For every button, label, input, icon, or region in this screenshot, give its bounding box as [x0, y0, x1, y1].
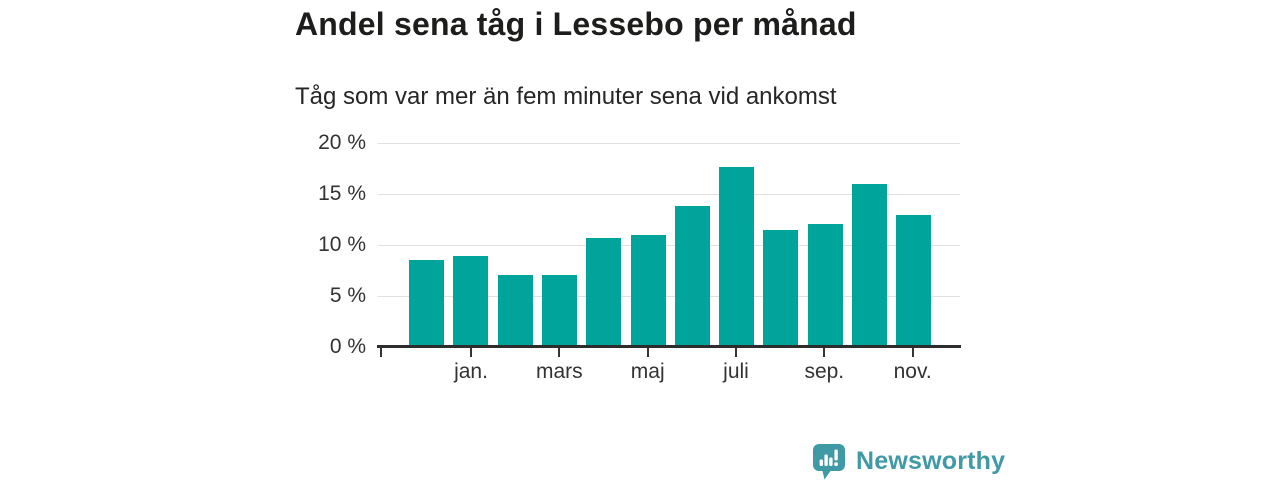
page-title: Andel sena tåg i Lessebo per månad	[295, 6, 857, 42]
x-tick-0	[379, 348, 382, 357]
speech-bubble-shape	[813, 444, 845, 480]
bar-jan	[453, 256, 489, 347]
y-gridline-10	[378, 244, 960, 246]
plot-area: jan. mars maj juli sep. nov.	[377, 142, 961, 383]
x-tick-4	[735, 348, 737, 357]
mini-bar-1	[819, 459, 823, 466]
newsworthy-chart-bubble-icon	[813, 444, 845, 480]
x-tick-2	[558, 348, 561, 357]
x-tick-label-sep: sep.	[804, 360, 845, 383]
x-tick-5	[823, 348, 826, 357]
x-axis-line	[377, 345, 961, 348]
y-tick-label-15: 15 %	[318, 182, 366, 205]
brand-name: Newsworthy	[856, 447, 1006, 475]
x-tick-1	[470, 348, 472, 357]
x-tick-3	[646, 348, 649, 357]
bar-juli	[719, 167, 755, 347]
bar-sep	[807, 223, 843, 347]
x-tick-label-juli: juli	[723, 360, 749, 383]
mini-bar-2	[824, 454, 828, 466]
y-tick-label-0: 0 %	[329, 335, 366, 358]
newsworthy-logo: Newsworthy	[812, 443, 1005, 480]
y-tick-label-5: 5 %	[329, 284, 366, 307]
bar-dec	[409, 260, 444, 347]
y-tick-label-20: 20 %	[318, 131, 366, 154]
y-gridline-20	[378, 142, 960, 144]
y-axis-labels: 0 % 5 % 10 % 15 % 20 %	[0, 131, 366, 358]
x-tick-label-nov: nov.	[893, 360, 932, 383]
x-tick-label-jan: jan.	[454, 360, 488, 383]
bar-okt	[852, 183, 887, 347]
y-gridline-15	[378, 193, 960, 195]
bar-feb	[497, 274, 533, 347]
bar-apr	[586, 237, 622, 347]
exclamation-bar	[834, 449, 838, 461]
bar-maj	[630, 234, 666, 347]
bar-juni	[674, 206, 710, 347]
y-tick-label-10: 10 %	[318, 233, 366, 256]
exclamation-dot	[834, 462, 838, 467]
bar-mars	[541, 274, 577, 347]
x-tick-label-maj: maj	[630, 360, 665, 383]
x-tick-label-mars: mars	[535, 360, 583, 383]
chart-subtitle: Tåg som var mer än fem minuter sena vid …	[295, 83, 837, 110]
mini-bar-3	[829, 457, 833, 466]
y-gridline-5	[378, 295, 960, 297]
bar-nov	[896, 215, 932, 347]
bar-aug	[763, 229, 799, 347]
x-tick-6	[911, 348, 914, 357]
